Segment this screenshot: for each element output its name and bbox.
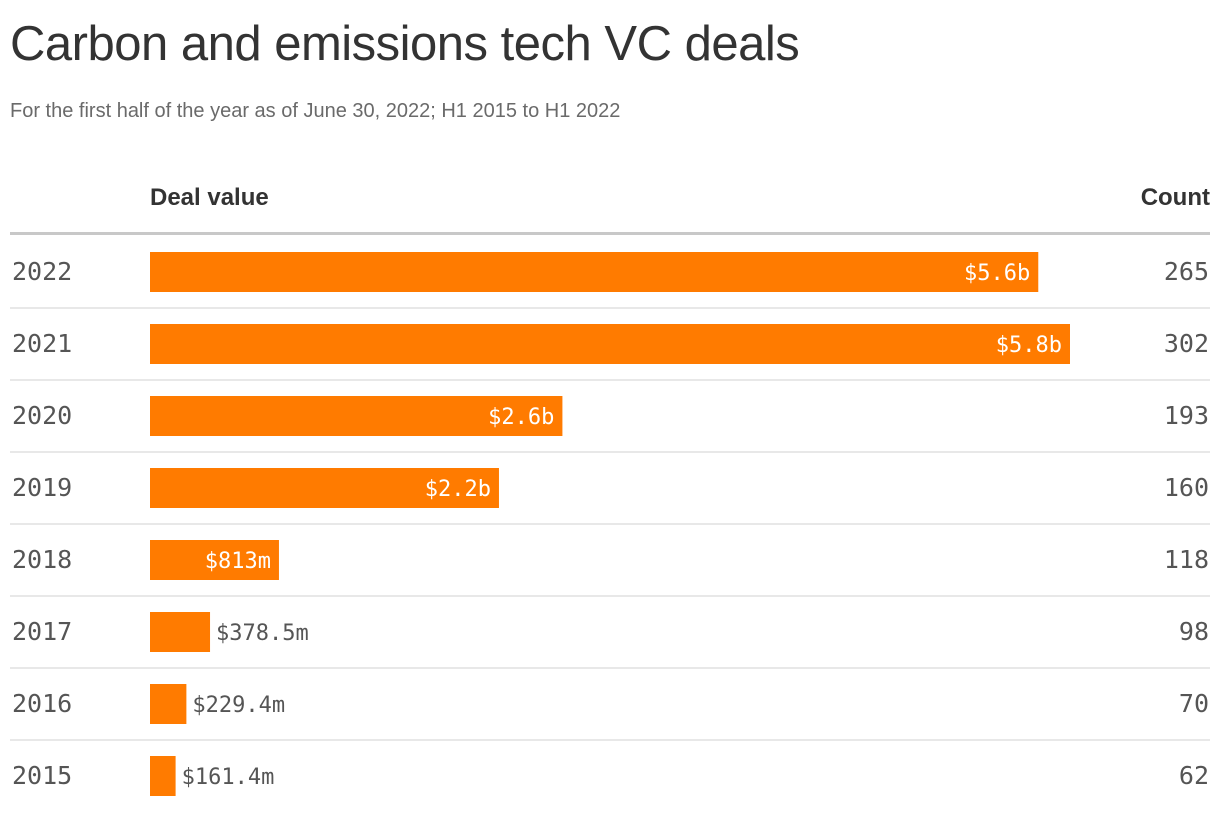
deal-value-label: $229.4m xyxy=(192,693,285,718)
header-divider xyxy=(10,232,1210,235)
deal-value-bar xyxy=(150,756,176,796)
count-label: 160 xyxy=(1164,473,1209,502)
deal-value-bar xyxy=(150,468,499,508)
deal-value-label: $378.5m xyxy=(216,621,309,646)
deal-value-bar xyxy=(150,324,1070,364)
chart-subtitle: For the first half of the year as of Jun… xyxy=(10,100,621,122)
deal-value-column-header: Deal value xyxy=(150,184,269,211)
count-column-header: Count xyxy=(1140,184,1210,211)
deal-value-bar xyxy=(150,396,563,436)
chart-title: Carbon and emissions tech VC deals xyxy=(10,17,800,71)
count-label: 118 xyxy=(1164,545,1209,574)
year-label: 2016 xyxy=(12,689,72,718)
deal-value-bar xyxy=(150,540,279,580)
deal-value-bar xyxy=(150,612,211,652)
year-label: 2018 xyxy=(12,545,72,574)
year-label: 2022 xyxy=(12,257,72,286)
year-label: 2015 xyxy=(12,761,72,790)
deal-value-label: $5.8b xyxy=(996,333,1062,358)
deal-value-label: $813m xyxy=(205,549,271,574)
year-label: 2020 xyxy=(12,401,72,430)
count-label: 193 xyxy=(1164,401,1209,430)
deal-value-label: $161.4m xyxy=(182,765,275,790)
deal-value-label: $5.6b xyxy=(964,261,1030,286)
year-label: 2021 xyxy=(12,329,72,358)
deal-value-label: $2.2b xyxy=(425,477,491,502)
deal-value-bar xyxy=(150,252,1039,292)
deal-value-bar xyxy=(150,684,187,724)
count-label: 302 xyxy=(1164,329,1209,358)
count-label: 98 xyxy=(1179,617,1209,646)
year-label: 2017 xyxy=(12,617,72,646)
count-label: 265 xyxy=(1164,257,1209,286)
year-label: 2019 xyxy=(12,473,72,502)
deal-value-label: $2.6b xyxy=(488,405,554,430)
count-label: 62 xyxy=(1179,761,1209,790)
count-label: 70 xyxy=(1179,689,1209,718)
